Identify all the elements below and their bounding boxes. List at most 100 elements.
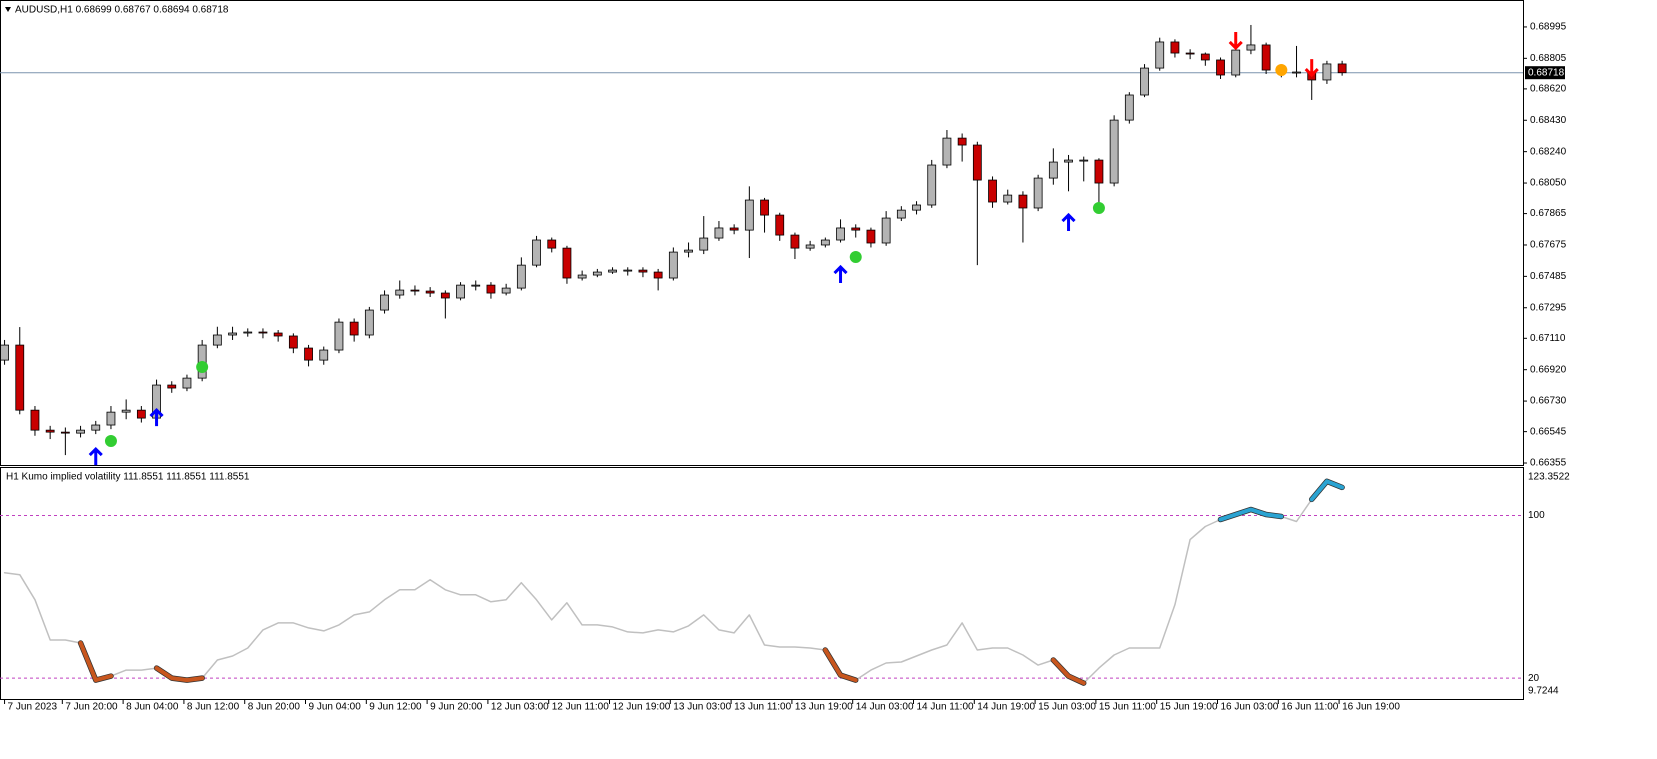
signal-dot	[196, 361, 209, 374]
candle-body	[1292, 71, 1301, 74]
y-tick-label: 0.68805	[1530, 53, 1567, 64]
candle-body	[988, 179, 997, 203]
candle-body	[1155, 41, 1165, 69]
candle-body	[1048, 161, 1058, 179]
candle-body	[380, 294, 389, 311]
candle-body	[486, 284, 496, 294]
candle-body	[0, 344, 9, 361]
candle-body	[562, 247, 572, 279]
candle-body	[410, 289, 420, 292]
arrow-up	[1061, 212, 1076, 232]
arrow-up	[88, 446, 103, 466]
y-tick-label: 0.68050	[1530, 178, 1567, 189]
y-range-bottom: 9.7244	[1528, 686, 1559, 697]
last-price-box	[1525, 66, 1565, 80]
candle-body	[121, 409, 131, 413]
candle-body	[349, 321, 359, 336]
x-tick-label: 15 Jun 03:00	[1038, 702, 1096, 713]
x-tick-label: 14 Jun 03:00	[856, 702, 914, 713]
series-line	[1218, 479, 1345, 522]
candle-body	[1337, 63, 1347, 74]
candle-body	[76, 429, 85, 434]
candle-body	[228, 332, 237, 336]
x-tick-label: 16 Jun 03:00	[1220, 702, 1278, 713]
y-tick-label: 100	[1528, 510, 1545, 521]
signal-dot	[1092, 201, 1105, 214]
arrow-up	[833, 264, 848, 284]
candle-body	[957, 137, 967, 146]
arrow-down	[1228, 31, 1243, 51]
candle-body	[1140, 67, 1149, 96]
x-tick-label: 16 Jun 19:00	[1342, 702, 1400, 713]
candle-body	[258, 331, 268, 334]
candle-body	[623, 269, 633, 272]
candle-body	[395, 289, 405, 296]
price-pane	[0, 0, 1524, 466]
candle-body	[729, 227, 739, 231]
x-tick-label: 15 Jun 11:00	[1099, 702, 1157, 713]
candle-body	[364, 309, 374, 336]
y-tick-label: 0.67675	[1530, 240, 1567, 251]
candle-body	[471, 284, 481, 287]
y-tick-label: 0.68240	[1530, 146, 1567, 157]
x-tick-label: 13 Jun 03:00	[673, 702, 731, 713]
candle-body	[927, 164, 937, 206]
candle-body	[1322, 63, 1332, 81]
candle-body	[334, 321, 344, 351]
y-tick-label: 0.68430	[1530, 115, 1567, 126]
x-tick-label: 12 Jun 19:00	[613, 702, 671, 713]
x-tick-label: 14 Jun 11:00	[916, 702, 974, 713]
chart-title: AUDUSD,H1 0.68699 0.68767 0.68694 0.6871…	[15, 5, 229, 16]
x-tick-label: 13 Jun 11:00	[734, 702, 792, 713]
candle-body	[744, 199, 754, 231]
indicator-pane	[0, 467, 1524, 700]
candle-body	[167, 384, 177, 389]
x-tick-label: 8 Jun 20:00	[248, 702, 301, 713]
x-tick-label: 9 Jun 12:00	[369, 702, 422, 713]
candle-body	[425, 290, 435, 294]
indicator-title: H1 Kumo implied volatility 111.8551 111.…	[6, 472, 250, 483]
x-tick-label: 7 Jun 2023	[8, 702, 58, 713]
candle-body	[1064, 159, 1073, 163]
x-tick-label: 16 Jun 11:00	[1281, 702, 1339, 713]
signal-dot	[1275, 64, 1288, 77]
x-tick-label: 9 Jun 20:00	[430, 702, 483, 713]
candle-body	[1003, 194, 1013, 203]
candle-body	[592, 271, 602, 276]
candle-body	[653, 271, 663, 279]
candle-body	[212, 334, 222, 346]
candle-body	[577, 274, 587, 279]
y-tick-label: 0.66920	[1530, 364, 1567, 375]
candle-body	[820, 239, 830, 246]
candle-body	[775, 214, 785, 236]
candle-body	[60, 431, 70, 434]
candle-body	[866, 229, 876, 244]
candle-body	[638, 269, 648, 273]
candle-body	[1018, 194, 1028, 209]
candle-body	[1246, 44, 1256, 51]
y-tick-label: 0.67110	[1530, 333, 1566, 344]
x-tick-label: 7 Jun 20:00	[65, 702, 118, 713]
candle-body	[45, 429, 55, 433]
candle-body	[1094, 159, 1104, 184]
candle-body	[30, 409, 40, 431]
candle-body	[714, 227, 724, 239]
series-line	[3, 480, 1343, 684]
candle-body	[684, 249, 693, 253]
x-tick-label: 12 Jun 11:00	[552, 702, 610, 713]
candle-body	[1185, 52, 1195, 55]
candle-body	[501, 287, 511, 294]
x-tick-label: 8 Jun 04:00	[126, 702, 179, 713]
candle-body	[836, 227, 845, 241]
y-tick-label: 0.68620	[1530, 84, 1567, 95]
signal-dot	[104, 435, 117, 448]
last-price-label: 0.68718	[1528, 67, 1565, 78]
candle-body	[15, 344, 25, 411]
y-tick-label: 0.66545	[1530, 426, 1567, 437]
candle-body	[288, 335, 298, 349]
candle-body	[456, 284, 465, 299]
candle-body	[1033, 177, 1043, 209]
candle-body	[243, 331, 253, 334]
